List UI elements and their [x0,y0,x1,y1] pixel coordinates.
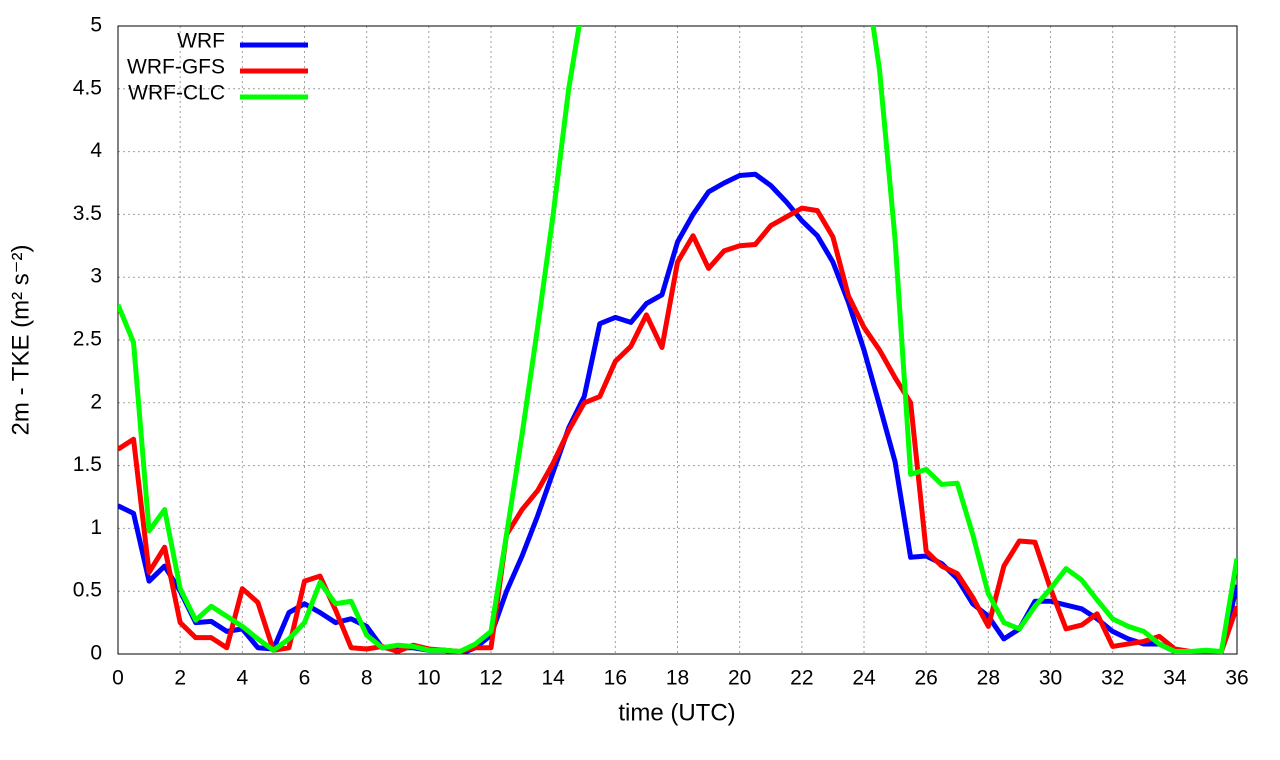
y-tick-label: 4.5 [73,76,102,99]
plot-area [118,26,1237,654]
x-tick-label: 0 [112,667,124,690]
x-tick-label: 4 [236,667,248,690]
y-tick-label: 2.5 [73,328,102,351]
line-series [118,171,1237,654]
x-tick-label: 24 [852,667,876,690]
x-tick-label: 22 [790,667,813,690]
x-tick-label: 6 [299,667,311,690]
x-tick-label: 34 [1163,667,1187,690]
x-tick-label: 20 [728,667,751,690]
legend-label: WRF-CLC [128,82,225,105]
x-tick-label: 2 [174,667,186,690]
x-tick-label: 36 [1225,667,1248,690]
y-tick-label: 3.5 [73,202,102,225]
y-axis-label: 2m - TKE (m² s⁻²) [7,245,34,436]
x-tick-label: 12 [479,667,502,690]
y-tick-label: 5 [90,14,102,37]
x-tick-label: 8 [361,667,373,690]
y-tick-label: 2 [90,390,102,413]
x-tick-label: 30 [1039,667,1062,690]
y-tick-label: 1 [90,516,102,539]
x-tick-label: 26 [914,667,937,690]
x-tick-label: 32 [1101,667,1124,690]
y-tick-label: 3 [90,265,102,288]
legend-label: WRF [177,30,225,53]
plot-frame [117,25,1238,655]
y-tick-label: 4 [90,139,102,162]
x-tick-label: 18 [666,667,689,690]
x-tick-label: 28 [977,667,1000,690]
line-series [118,205,1237,654]
legend-label: WRF-GFS [127,56,225,79]
y-tick-label: 0 [90,642,102,665]
x-axis-label: time (UTC) [618,699,735,726]
line-series [118,26,1237,654]
x-tick-label: 16 [604,667,627,690]
x-tick-label: 14 [541,667,565,690]
y-tick-label: 0.5 [73,579,102,602]
y-tick-label: 1.5 [73,453,102,476]
x-tick-label: 10 [417,667,440,690]
